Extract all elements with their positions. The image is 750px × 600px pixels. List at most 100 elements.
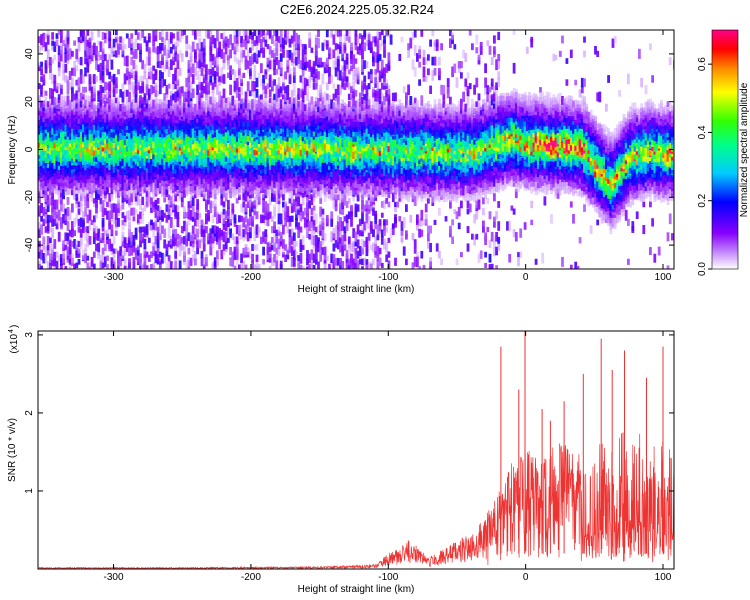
heatmap-cell xyxy=(42,89,46,98)
heatmap-cell xyxy=(132,49,136,59)
heatmap-cell xyxy=(40,115,43,122)
heatmap-cell xyxy=(308,77,312,88)
heatmap-cell xyxy=(255,134,259,145)
heatmap-cell xyxy=(130,136,134,144)
heatmap-cell xyxy=(189,123,193,129)
heatmap-cell xyxy=(290,96,294,105)
heatmap-cell xyxy=(275,146,279,155)
heatmap-cell xyxy=(51,188,54,199)
heatmap-cell xyxy=(207,68,210,75)
heatmap-cell xyxy=(77,157,81,165)
heatmap-cell xyxy=(147,33,151,39)
heatmap-cell xyxy=(216,178,219,188)
heatmap-cell xyxy=(286,172,290,180)
heatmap-cell xyxy=(161,54,164,61)
heatmap-cell xyxy=(266,210,270,220)
heatmap-cell xyxy=(260,63,263,74)
heatmap-cell xyxy=(295,144,298,150)
heatmap-cell xyxy=(231,166,235,178)
heatmap-cell xyxy=(255,46,259,55)
heatmap-cell xyxy=(132,161,136,169)
heatmap-cell xyxy=(119,173,123,179)
heatmap-cell xyxy=(189,166,193,172)
heatmap-cell xyxy=(176,180,180,186)
heatmap-cell xyxy=(99,204,103,213)
heatmap-cell xyxy=(150,201,153,208)
heatmap-cell xyxy=(176,105,180,117)
heatmap-cell xyxy=(57,124,61,134)
heatmap-cell xyxy=(103,230,107,236)
heatmap-cell xyxy=(299,216,303,222)
heatmap-cell xyxy=(167,99,171,109)
heatmap-cell xyxy=(55,169,59,176)
heatmap-cell xyxy=(152,222,156,230)
heatmap-cell xyxy=(308,264,312,269)
heatmap-cell xyxy=(310,178,314,188)
heatmap-cell xyxy=(246,145,250,156)
heatmap-cell xyxy=(73,263,76,269)
heatmap-cell xyxy=(282,74,285,84)
heatmap-cell xyxy=(101,206,105,217)
heatmap-cell xyxy=(306,258,309,266)
heatmap-cell xyxy=(134,190,138,197)
heatmap-cell xyxy=(310,194,314,201)
heatmap-cell xyxy=(253,208,257,216)
heatmap-cell xyxy=(187,44,191,50)
heatmap-cell xyxy=(75,197,79,205)
heatmap-cell xyxy=(183,91,186,103)
heatmap-cell xyxy=(222,88,226,99)
heatmap-cell xyxy=(174,250,178,259)
heatmap-cell xyxy=(172,33,175,39)
heatmap-cell xyxy=(119,205,123,211)
heatmap-cell xyxy=(303,217,307,228)
heatmap-cell xyxy=(310,120,314,131)
heatmap-cell xyxy=(57,182,61,191)
heatmap-cell xyxy=(242,135,246,145)
heatmap-cell xyxy=(227,38,230,48)
heatmap-cell xyxy=(180,86,184,94)
heatmap-cell xyxy=(282,169,285,176)
heatmap-cell xyxy=(55,251,59,258)
heatmap-cell xyxy=(57,97,61,104)
heatmap-cell xyxy=(251,260,254,269)
heatmap-cell xyxy=(158,99,162,109)
heatmap-cell xyxy=(255,172,259,180)
heatmap-cell xyxy=(158,70,162,81)
heatmap-cell xyxy=(288,50,292,58)
heatmap-cell xyxy=(40,146,43,155)
heatmap-cell xyxy=(279,30,283,37)
heatmap-cell xyxy=(242,201,246,208)
heatmap-cell xyxy=(200,42,204,52)
heatmap-cell xyxy=(75,239,79,248)
heatmap-cell xyxy=(145,129,149,137)
heatmap-cell xyxy=(46,165,50,172)
heatmap-cell xyxy=(266,100,270,108)
heatmap-cell xyxy=(141,196,145,205)
heatmap-cell xyxy=(238,233,241,241)
heatmap-cell xyxy=(253,81,257,92)
heatmap-cell xyxy=(123,218,127,227)
heatmap-cell xyxy=(224,221,228,232)
heatmap-cell xyxy=(198,48,202,60)
heatmap-cell xyxy=(42,100,46,108)
heatmap-cell xyxy=(97,147,101,155)
heatmap-cell xyxy=(200,257,204,267)
heatmap-cell xyxy=(292,178,296,188)
heatmap-cell xyxy=(249,100,252,108)
heatmap-cell xyxy=(141,114,145,123)
heatmap-cell xyxy=(249,150,252,159)
heatmap-cell xyxy=(301,138,305,149)
heatmap-cell xyxy=(196,138,199,149)
heatmap-cell xyxy=(246,144,250,151)
heatmap-cell xyxy=(235,185,239,195)
heatmap-cell xyxy=(202,101,206,107)
heatmap-cell xyxy=(196,108,199,115)
heatmap-cell xyxy=(191,129,195,137)
heatmap-cell xyxy=(207,106,210,116)
heatmap-cell xyxy=(218,41,221,52)
heatmap-cell xyxy=(108,157,112,166)
heatmap-cell xyxy=(77,218,81,226)
heatmap-cell xyxy=(106,68,109,76)
heatmap-cell xyxy=(218,76,221,82)
heatmap-cell xyxy=(57,209,61,221)
